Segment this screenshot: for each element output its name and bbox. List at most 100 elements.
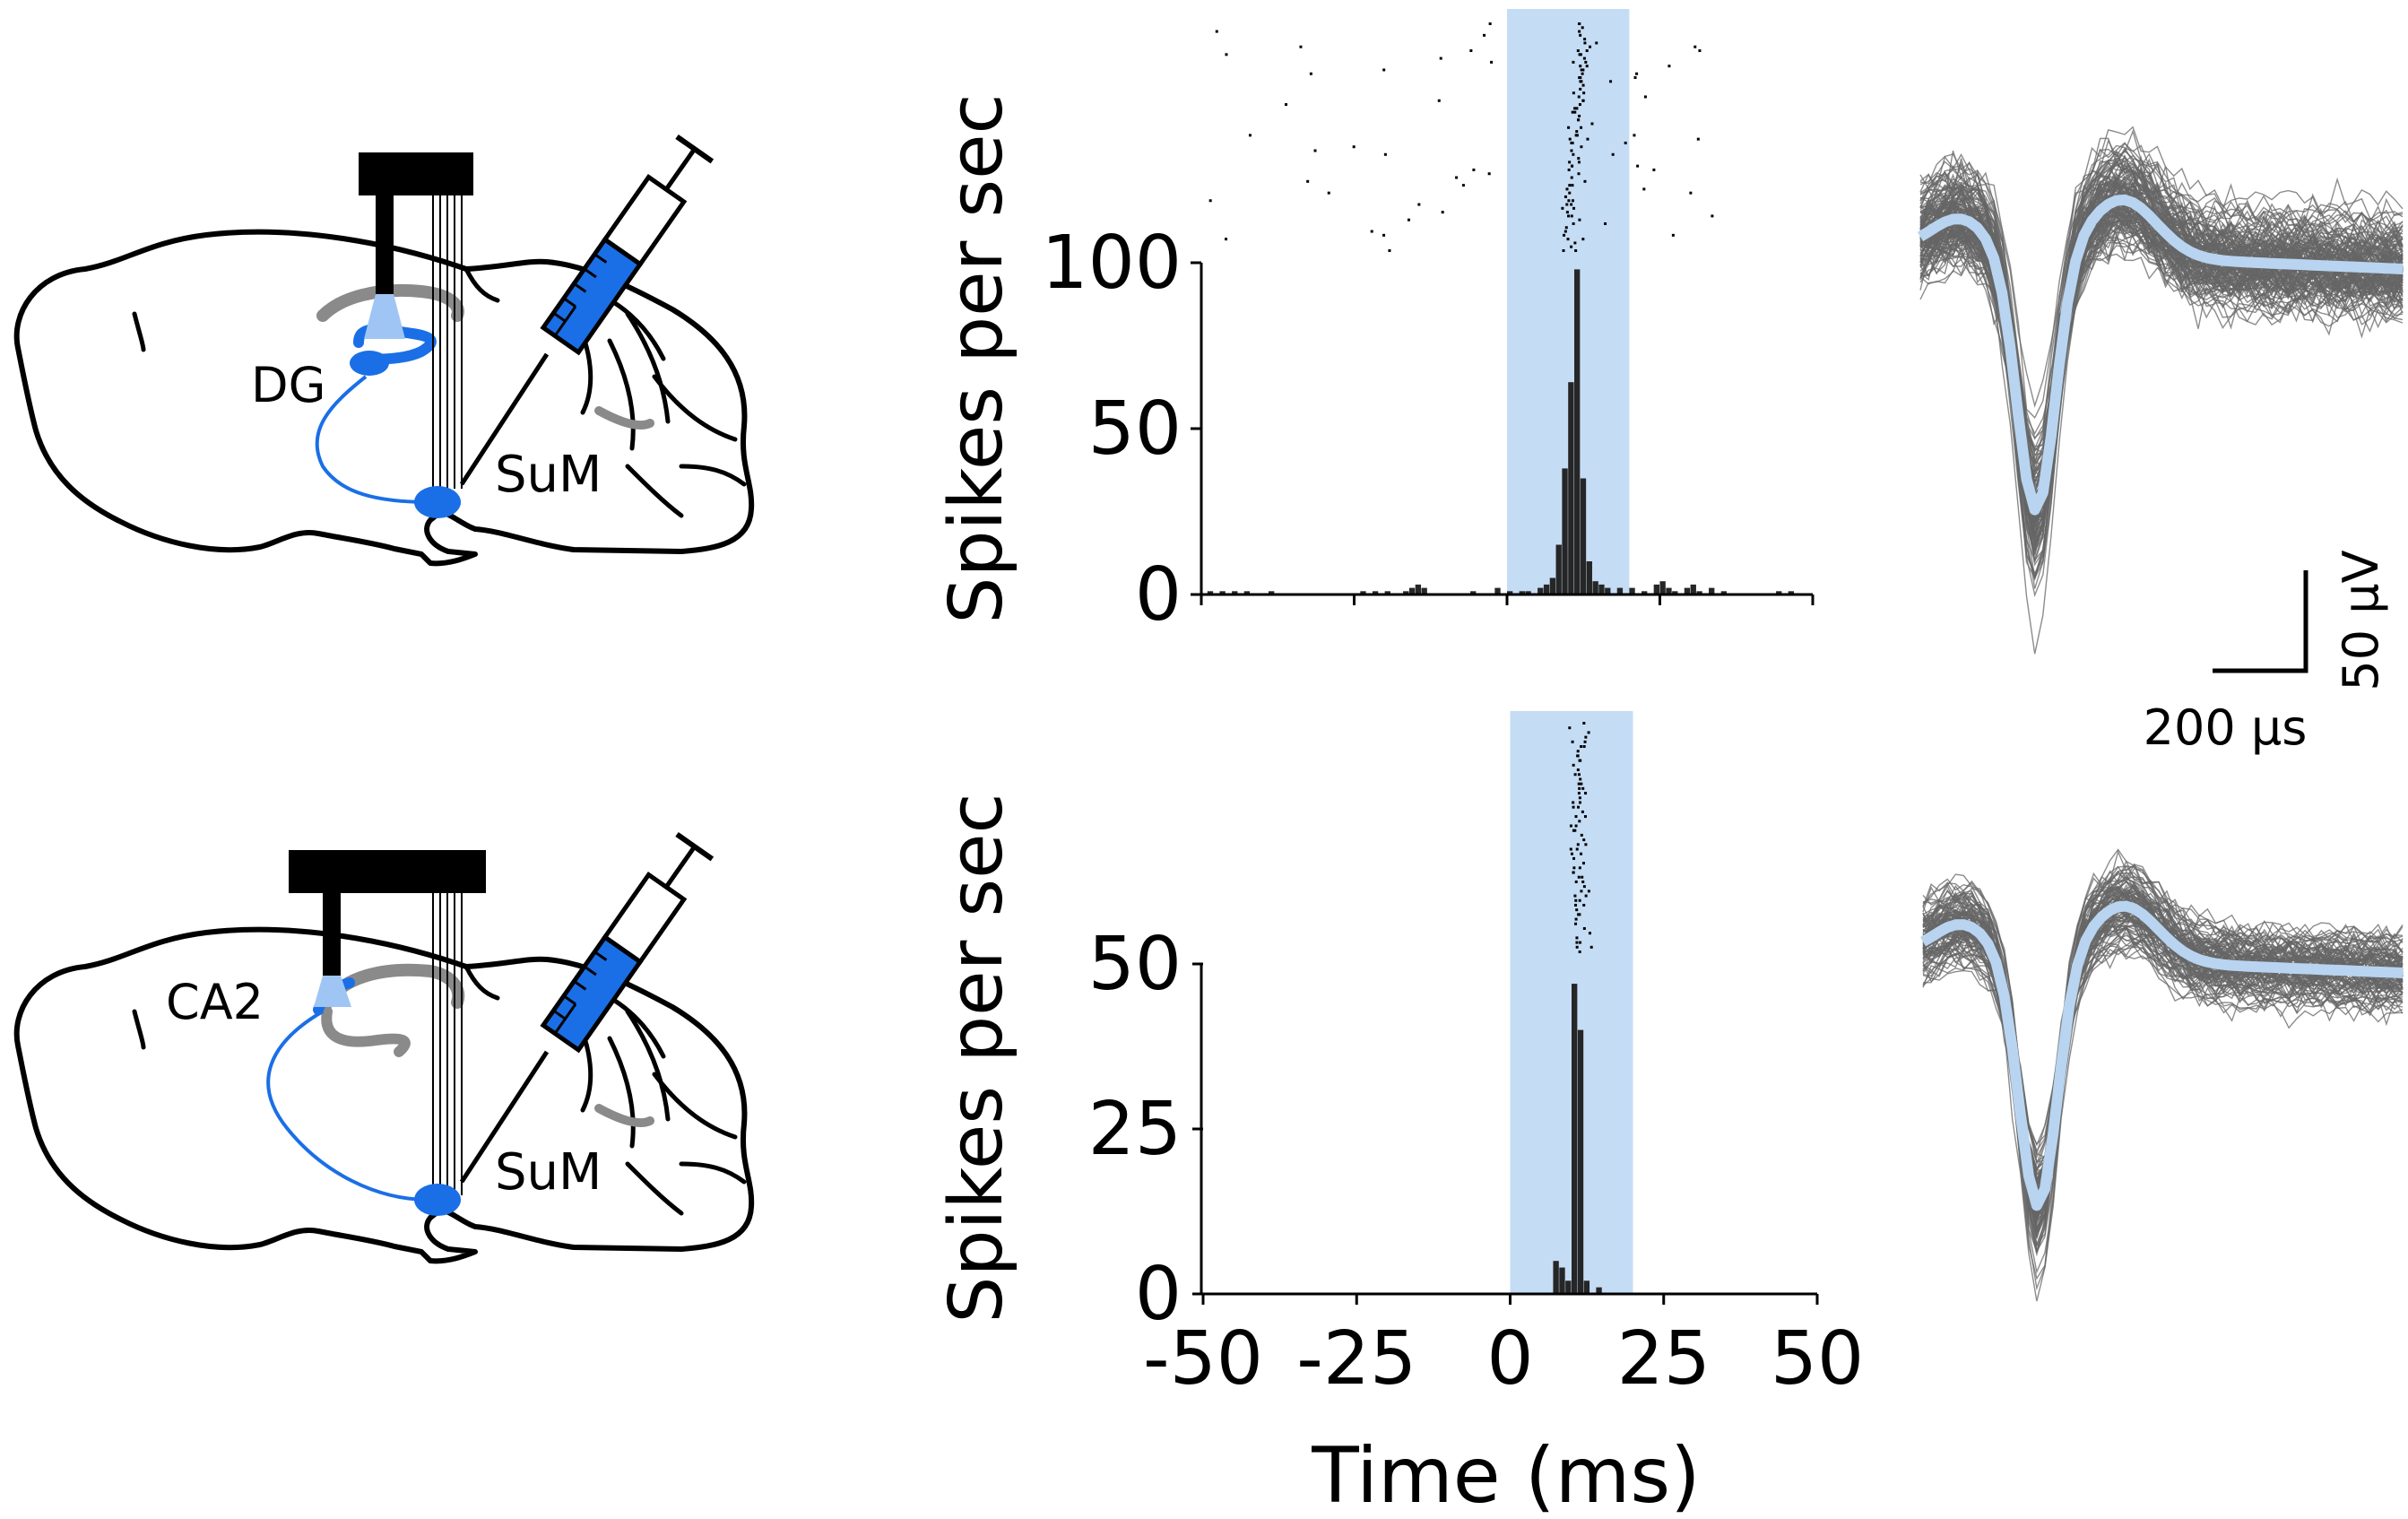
raster-spike (1580, 745, 1583, 749)
raster-spike (1568, 161, 1572, 164)
raster-spike (1565, 203, 1569, 206)
raster-bottom (1568, 722, 1593, 953)
raster-spike (1583, 740, 1587, 743)
raster-spike (1578, 898, 1581, 902)
raster-spike (1572, 805, 1575, 809)
psth-bar (1616, 587, 1624, 595)
raster-spike (1388, 249, 1391, 252)
psth-bar (1549, 577, 1556, 595)
raster-spike (1568, 191, 1572, 195)
raster-spike (1585, 65, 1589, 68)
raster-spike (1579, 87, 1582, 91)
raster-spike (1225, 53, 1228, 56)
raster-spike (1582, 926, 1586, 930)
raster-spike (1579, 53, 1582, 56)
raster-spike (1570, 852, 1573, 855)
raster-spike (1574, 903, 1578, 907)
raster-spike (1589, 945, 1593, 949)
raster-spike (1577, 157, 1581, 161)
psth-bar (1243, 591, 1251, 595)
raster-spike (1577, 95, 1581, 99)
brain-diagram-bottom: CA2 SuM (13, 831, 755, 1264)
raster-spike (1215, 30, 1218, 33)
psth-bar (1586, 561, 1592, 595)
waveform-top (1917, 126, 2404, 655)
raster-spike (1642, 187, 1646, 191)
brain-outline (13, 926, 755, 1264)
optic-fiber-shaft (376, 188, 394, 294)
raster-spike (1567, 168, 1571, 171)
raster-spike (1579, 759, 1582, 762)
raster-spike (1579, 33, 1582, 37)
raster-spike (1643, 95, 1647, 99)
raster-spike (1574, 249, 1578, 252)
raster-spike (1487, 172, 1491, 176)
psth-bar (1494, 587, 1501, 595)
scale-bar-voltage-label: 50 µV (2333, 550, 2389, 690)
raster-spike (1490, 60, 1494, 64)
raster-spike (1572, 856, 1576, 860)
psth-bar (1219, 591, 1226, 595)
raster-spike (1590, 122, 1594, 126)
raster-spike (1306, 179, 1310, 183)
bars-top (1207, 269, 1795, 595)
psth-bar (1666, 587, 1672, 595)
raster-spike (1587, 890, 1590, 893)
raster-spike (1652, 168, 1656, 171)
electrode-array (432, 893, 463, 1195)
scale-bar-lines (2213, 570, 2308, 673)
psth-bar (1232, 591, 1238, 595)
raster-spike (1577, 792, 1581, 795)
raster-spike (1248, 134, 1252, 137)
dg-terminal-blue (350, 351, 389, 376)
y-axis-label-top: Spikes per sec (934, 93, 1019, 623)
y-tick-label: 50 (1088, 922, 1182, 1007)
raster-spike (1563, 230, 1567, 233)
raster-spike (1570, 176, 1573, 179)
waveform-trace (1919, 239, 2404, 577)
target-label-sum-top: SuM (495, 446, 602, 504)
raster-spike (1571, 184, 1574, 187)
raster-spike (1581, 875, 1584, 879)
raster-spike (1439, 56, 1442, 60)
psth-bar (1421, 587, 1427, 595)
raster-spike (1581, 810, 1584, 813)
psth-bottom: -50 -25 0 25 50 0 25 50 Spikes per sec Time (m… (934, 711, 1864, 1519)
raster-spike (1585, 49, 1589, 53)
raster-spike (1698, 49, 1702, 53)
raster-spike (1441, 211, 1444, 214)
cortex-sulci (132, 964, 500, 1050)
raster-spike (1583, 41, 1587, 45)
raster-spike (1583, 38, 1587, 41)
raster-spike (1584, 894, 1588, 898)
psth-bar (1519, 591, 1525, 595)
waveform-mean (1919, 900, 2404, 1211)
raster-spike (1574, 880, 1578, 883)
raster-spike (1568, 726, 1572, 730)
brainstem-gray (594, 1104, 654, 1128)
scale-bar-time-label: 200 µs (2144, 699, 2308, 756)
bars-bottom (1553, 984, 1602, 1294)
projection-axon (315, 375, 431, 504)
raster-spike (1225, 238, 1228, 241)
raster-spike (1572, 829, 1575, 832)
raster-spike (1575, 107, 1579, 110)
psth-bar (1629, 587, 1635, 595)
raster-spike (1562, 249, 1565, 252)
raster-spike (1578, 913, 1581, 916)
raster-spike (1636, 164, 1640, 168)
raster-spike (1693, 45, 1697, 48)
psth-bar (1543, 584, 1550, 595)
raster-spike (1572, 60, 1575, 64)
psth-bar (1580, 478, 1587, 595)
raster-spike (1578, 114, 1581, 117)
psth-bar (1553, 1261, 1559, 1294)
psth-bar (1555, 544, 1562, 595)
raster-spike (1573, 110, 1577, 114)
light-cone (314, 976, 351, 1007)
raster-spike (1309, 72, 1312, 75)
raster-spike (1581, 72, 1584, 75)
raster-spike (1572, 152, 1575, 156)
raster-spike (1595, 41, 1598, 45)
region-label-dg: DG (251, 357, 325, 413)
